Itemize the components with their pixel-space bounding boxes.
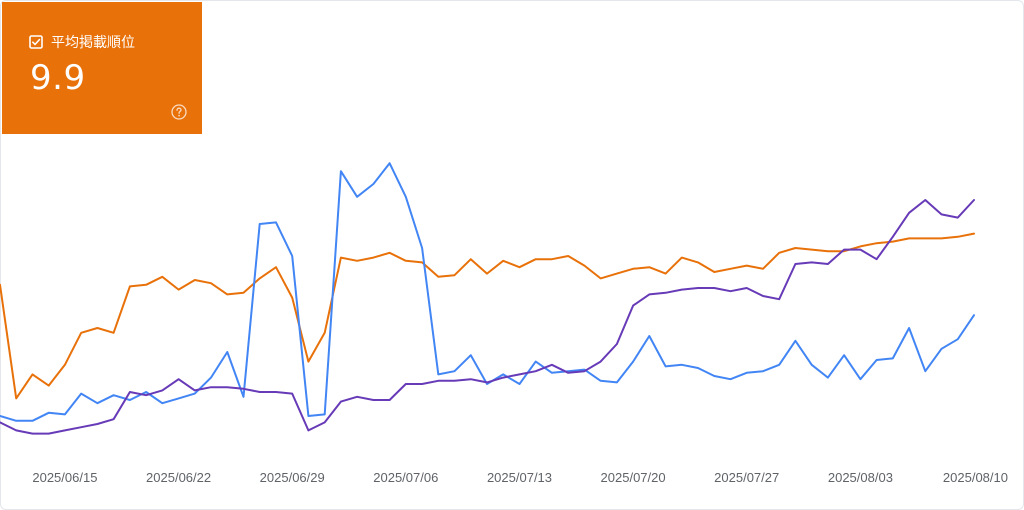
x-tick-label: 2025/08/03 <box>828 470 893 485</box>
series-layer <box>0 162 975 435</box>
help-circle-icon[interactable] <box>170 103 188 121</box>
series-line-3 <box>0 199 975 435</box>
metric-card-average-position[interactable]: 平均掲載順位 9.9 <box>2 2 202 134</box>
checkbox-checked-icon[interactable] <box>29 35 43 49</box>
x-axis-ticks: 2025/06/15 2025/06/22 2025/06/29 2025/07/06… <box>32 470 1008 485</box>
metric-card-label: 平均掲載順位 <box>51 34 135 50</box>
x-tick-label: 2025/06/29 <box>260 470 325 485</box>
x-tick-label: 2025/08/10 <box>943 470 1008 485</box>
x-tick-label: 2025/07/13 <box>487 470 552 485</box>
series-line-1 <box>0 232 975 400</box>
x-tick-label: 2025/07/20 <box>601 470 666 485</box>
x-tick-label: 2025/06/15 <box>32 470 97 485</box>
metric-card-header: 平均掲載順位 <box>29 32 135 52</box>
x-tick-label: 2025/07/06 <box>373 470 438 485</box>
x-tick-label: 2025/07/27 <box>714 470 779 485</box>
x-tick-label: 2025/06/22 <box>146 470 211 485</box>
series-line-2 <box>0 162 975 422</box>
metric-card-value: 9.9 <box>30 58 86 98</box>
